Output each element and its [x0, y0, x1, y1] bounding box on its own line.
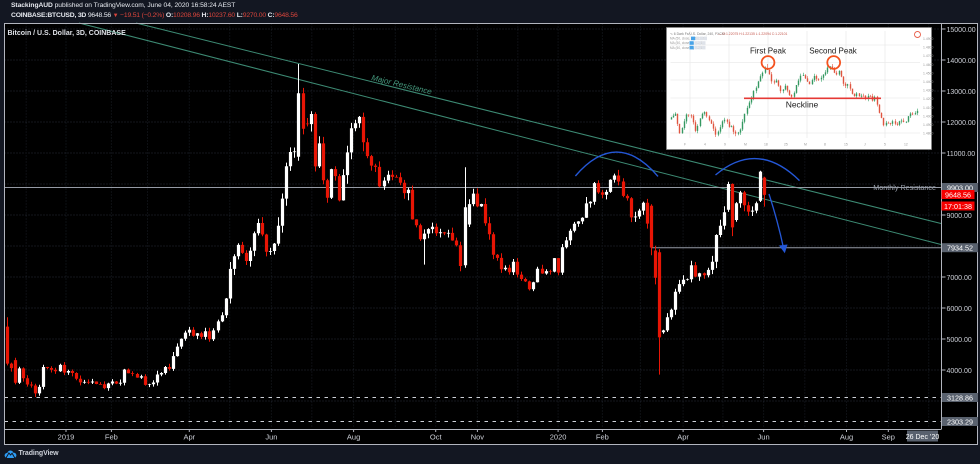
svg-text:Nov: Nov — [471, 433, 485, 442]
svg-text:15000.00: 15000.00 — [947, 27, 976, 34]
svg-text:Apr: Apr — [183, 433, 195, 442]
svg-text:MA (50, close, 0) 1.2210: MA (50, close, 0) 1.2210 — [670, 46, 705, 50]
svg-text:5000.00: 5000.00 — [947, 337, 972, 344]
svg-text:First Peak: First Peak — [750, 47, 787, 56]
svg-text:6000.00: 6000.00 — [947, 306, 972, 313]
svg-text:9648.56: 9648.56 — [945, 190, 971, 199]
svg-text:1.4800: 1.4800 — [923, 132, 933, 136]
svg-text:7934.52: 7934.52 — [947, 244, 973, 253]
svg-text:M: M — [744, 143, 747, 147]
svg-text:17:01:38: 17:01:38 — [944, 202, 972, 211]
svg-text:2303.29: 2303.29 — [947, 417, 973, 426]
svg-text:5: 5 — [884, 143, 886, 147]
svg-text:13000.00: 13000.00 — [947, 89, 976, 96]
svg-text:1.4000: 1.4000 — [923, 114, 933, 118]
svg-text:25: 25 — [784, 143, 788, 147]
svg-text:9: 9 — [724, 143, 726, 147]
svg-text:MA (50, close, 0) 1.2210: MA (50, close, 0) 1.2210 — [670, 37, 705, 41]
svg-text:1.4800: 1.4800 — [923, 46, 933, 50]
svg-text:Jun: Jun — [265, 433, 277, 442]
svg-text:1.4500: 1.4500 — [923, 71, 933, 75]
svg-text:9000.00: 9000.00 — [947, 213, 972, 220]
svg-text:2020: 2020 — [550, 433, 567, 442]
svg-text:26 Dec ’20: 26 Dec ’20 — [906, 434, 940, 441]
svg-text:Second Peak: Second Peak — [809, 47, 858, 56]
svg-text:1.4100: 1.4100 — [923, 106, 933, 110]
svg-text:Feb: Feb — [596, 433, 609, 442]
svg-text:15: 15 — [844, 143, 848, 147]
svg-text:Apr: Apr — [677, 433, 689, 442]
svg-text:∿ 6 Dark Fx/U.S. Dollar, 240,: ∿ 6 Dark Fx/U.S. Dollar, 240, FXCM — [670, 32, 725, 36]
svg-text:9903.00: 9903.00 — [947, 183, 973, 192]
svg-text:Aug: Aug — [840, 433, 853, 442]
svg-text:8: 8 — [824, 143, 826, 147]
svg-text:Bitcoin / U.S. Dollar, 3D, COI: Bitcoin / U.S. Dollar, 3D, COINBASE — [8, 30, 127, 37]
svg-text:1.4400: 1.4400 — [923, 80, 933, 84]
svg-text:J: J — [864, 143, 866, 147]
svg-text:7000.00: 7000.00 — [947, 275, 972, 282]
svg-text:1.4900: 1.4900 — [923, 123, 933, 127]
svg-text:1.4600: 1.4600 — [923, 63, 933, 67]
svg-text:12000.00: 12000.00 — [947, 120, 976, 127]
svg-text:2019: 2019 — [58, 433, 75, 442]
svg-text:12: 12 — [904, 143, 908, 147]
svg-text:1.4200: 1.4200 — [923, 97, 933, 101]
svg-text:Monthly Resistance: Monthly Resistance — [873, 183, 936, 192]
svg-text:F: F — [684, 143, 686, 147]
svg-text:3128.86: 3128.86 — [947, 393, 973, 402]
svg-text:4: 4 — [704, 143, 706, 147]
svg-text:11000.00: 11000.00 — [947, 151, 976, 158]
svg-text:14000.00: 14000.00 — [947, 58, 976, 65]
svg-text:Neckline: Neckline — [786, 100, 819, 110]
svg-text:18: 18 — [764, 143, 768, 147]
svg-text:M: M — [804, 143, 807, 147]
svg-text:Aug: Aug — [347, 433, 360, 442]
svg-text:1.4300: 1.4300 — [923, 89, 933, 93]
svg-text:1.4900: 1.4900 — [923, 37, 933, 41]
svg-text:Oct: Oct — [430, 433, 443, 442]
svg-text:Feb: Feb — [105, 433, 118, 442]
svg-text:Sep: Sep — [882, 433, 895, 442]
svg-text:· — O:1.22075 H:1.22135 L:1.22: · — O:1.22075 H:1.22135 L:1.22094 C:1.22… — [716, 32, 788, 36]
svg-text:4000.00: 4000.00 — [947, 368, 972, 375]
svg-text:1.4700: 1.4700 — [923, 54, 933, 58]
svg-text:Jun: Jun — [758, 433, 770, 442]
svg-text:MA (50, close, 0) 1.2210: MA (50, close, 0) 1.2210 — [670, 41, 705, 45]
